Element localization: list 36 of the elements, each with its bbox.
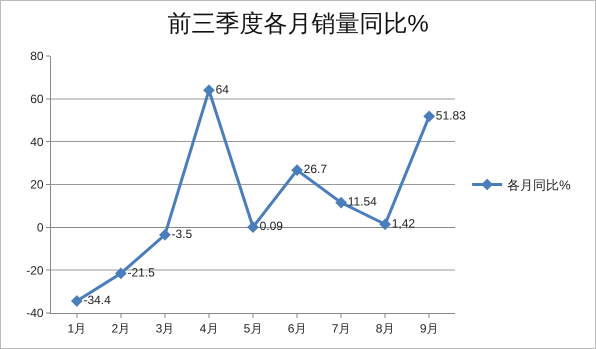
data-label: -3.5 xyxy=(172,226,193,241)
y-tick-label: 0 xyxy=(36,220,44,235)
data-label: 51.83 xyxy=(436,108,466,122)
data-label: 1,42 xyxy=(392,216,416,230)
x-tick-label: 7月 xyxy=(332,321,350,336)
x-tick-label: 1月 xyxy=(67,321,86,336)
point xyxy=(115,268,127,280)
point xyxy=(70,295,83,307)
y-tick-label: -40 xyxy=(26,306,44,320)
chart-title: 前三季度各月销量同比% xyxy=(167,10,429,38)
point xyxy=(379,218,391,230)
data-label: -34.4 xyxy=(83,293,112,308)
x-tick-label: 9月 xyxy=(420,321,439,336)
point xyxy=(335,196,347,208)
y-tick-label: -20 xyxy=(26,263,44,278)
point xyxy=(203,84,215,96)
data-label: 26.7 xyxy=(304,162,328,176)
point xyxy=(291,164,303,176)
y-tick-label: 60 xyxy=(30,92,44,106)
x-tick-label: 2月 xyxy=(112,321,130,336)
x-tick-label: 4月 xyxy=(200,321,218,336)
x-tick-label: 5月 xyxy=(244,321,262,336)
point xyxy=(159,228,171,241)
y-tick-label: 80 xyxy=(30,49,44,64)
data-label: 0.09 xyxy=(260,219,284,234)
data-label: 64 xyxy=(216,82,230,96)
legend-label: 各月同比% xyxy=(507,178,572,193)
x-tick-label: 6月 xyxy=(288,321,306,336)
y-tick-label: 40 xyxy=(30,134,44,149)
data-label: -21.5 xyxy=(127,265,156,280)
point xyxy=(247,221,259,233)
x-tick-label: 3月 xyxy=(156,321,174,336)
point xyxy=(423,110,436,122)
y-tick-label: 20 xyxy=(30,178,44,192)
x-tick-label: 8月 xyxy=(376,321,394,336)
data-label: 11.54 xyxy=(348,194,378,209)
